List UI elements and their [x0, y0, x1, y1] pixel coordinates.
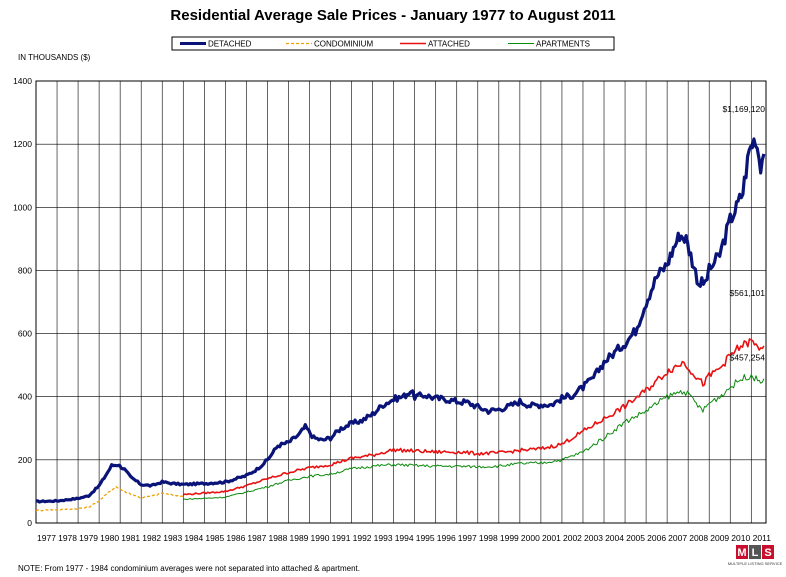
x-tick-label: 1981 [121, 533, 140, 543]
x-tick-label: 1993 [374, 533, 393, 543]
logo-block-l [749, 545, 761, 559]
x-tick-label: 1988 [268, 533, 287, 543]
legend-label-detached: DETACHED [208, 40, 252, 49]
x-tick-label: 2005 [626, 533, 645, 543]
x-tick-label: 1997 [458, 533, 477, 543]
x-tick-label: 1979 [79, 533, 98, 543]
x-tick-label: 1992 [353, 533, 372, 543]
logo-tagline: MULTIPLE LISTING SERVICE [728, 561, 783, 566]
x-tick-label: 1977 [37, 533, 56, 543]
x-tick-label: 2004 [605, 533, 624, 543]
x-tick-label: 2001 [542, 533, 561, 543]
x-tick-label: 1984 [184, 533, 203, 543]
y-tick-label: 800 [18, 265, 32, 275]
logo-block-m [736, 545, 748, 559]
x-tick-label: 1986 [226, 533, 245, 543]
x-tick-label: 1998 [479, 533, 498, 543]
y-tick-label: 600 [18, 329, 32, 339]
gridlines [35, 80, 767, 524]
logo-letter-l: L [752, 547, 759, 559]
x-tick-label: 1999 [500, 533, 519, 543]
x-tick-label: 2009 [710, 533, 729, 543]
y-tick-label: 200 [18, 455, 32, 465]
x-tick-label: 1983 [163, 533, 182, 543]
series-group [35, 137, 766, 512]
legend-label-condominium: CONDOMINIUM [314, 40, 373, 49]
plot-frame [35, 80, 767, 524]
logo-block-s [762, 545, 774, 559]
x-tick-label: 1989 [290, 533, 309, 543]
series-line-condominium [35, 486, 184, 512]
x-tick-label: 1987 [247, 533, 266, 543]
logo-letter-m: M [737, 547, 746, 559]
x-tick-label: 1990 [311, 533, 330, 543]
value-label: $561,101 [730, 288, 766, 298]
y-axis-ticks: 0 200 400 600 800 1000 1200 1400 [13, 76, 32, 528]
x-tick-label: 1991 [332, 533, 351, 543]
x-tick-label: 2000 [521, 533, 540, 543]
x-tick-label: 1994 [395, 533, 414, 543]
logo-letter-s: S [764, 547, 771, 559]
x-tick-label: 1978 [58, 533, 77, 543]
x-axis-ticks: 1977 1978 1979 1980 1981 1982 1983 1984 1985 1986… [37, 533, 771, 543]
chart-title: Residential Average Sale Prices - Januar… [170, 7, 615, 24]
y-tick-label: 400 [18, 392, 32, 402]
y-tick-label: 1000 [13, 202, 32, 212]
legend-label-apartments: APARTMENTS [536, 40, 590, 49]
x-tick-label: 2008 [689, 533, 708, 543]
y-tick-label: 1200 [13, 139, 32, 149]
x-tick-label: 2003 [584, 533, 603, 543]
x-tick-label: 1982 [142, 533, 161, 543]
value-label: $1,169,120 [722, 104, 765, 114]
x-tick-label: 1995 [416, 533, 435, 543]
x-tick-label: 1996 [437, 533, 456, 543]
y-axis-label: IN THOUSANDS ($) [18, 53, 91, 62]
x-tick-label: 1980 [100, 533, 119, 543]
mls-logo: M L S MULTIPLE LISTING SERVICE [728, 545, 783, 566]
value-label: $457,254 [730, 353, 766, 363]
series-line-attached [182, 338, 765, 496]
x-tick-label: 2010 [731, 533, 750, 543]
y-tick-label: 0 [27, 518, 32, 528]
x-tick-label: 1985 [205, 533, 224, 543]
x-tick-label: 2007 [668, 533, 687, 543]
footnote: NOTE: From 1977 - 1984 condominium avera… [18, 564, 360, 573]
x-tick-label: 2011 [753, 533, 772, 543]
x-tick-label: 2002 [563, 533, 582, 543]
series-line-detached [35, 137, 766, 504]
annotations: $1,169,120 $561,101 $457,254 [722, 104, 765, 363]
y-tick-label: 1400 [13, 76, 32, 86]
x-tick-label: 2006 [647, 533, 666, 543]
series-line-apartments [183, 374, 765, 501]
chart-legend: DETACHED CONDOMINIUM ATTACHED APARTMENTS [171, 36, 615, 51]
legend-label-attached: ATTACHED [428, 40, 470, 49]
